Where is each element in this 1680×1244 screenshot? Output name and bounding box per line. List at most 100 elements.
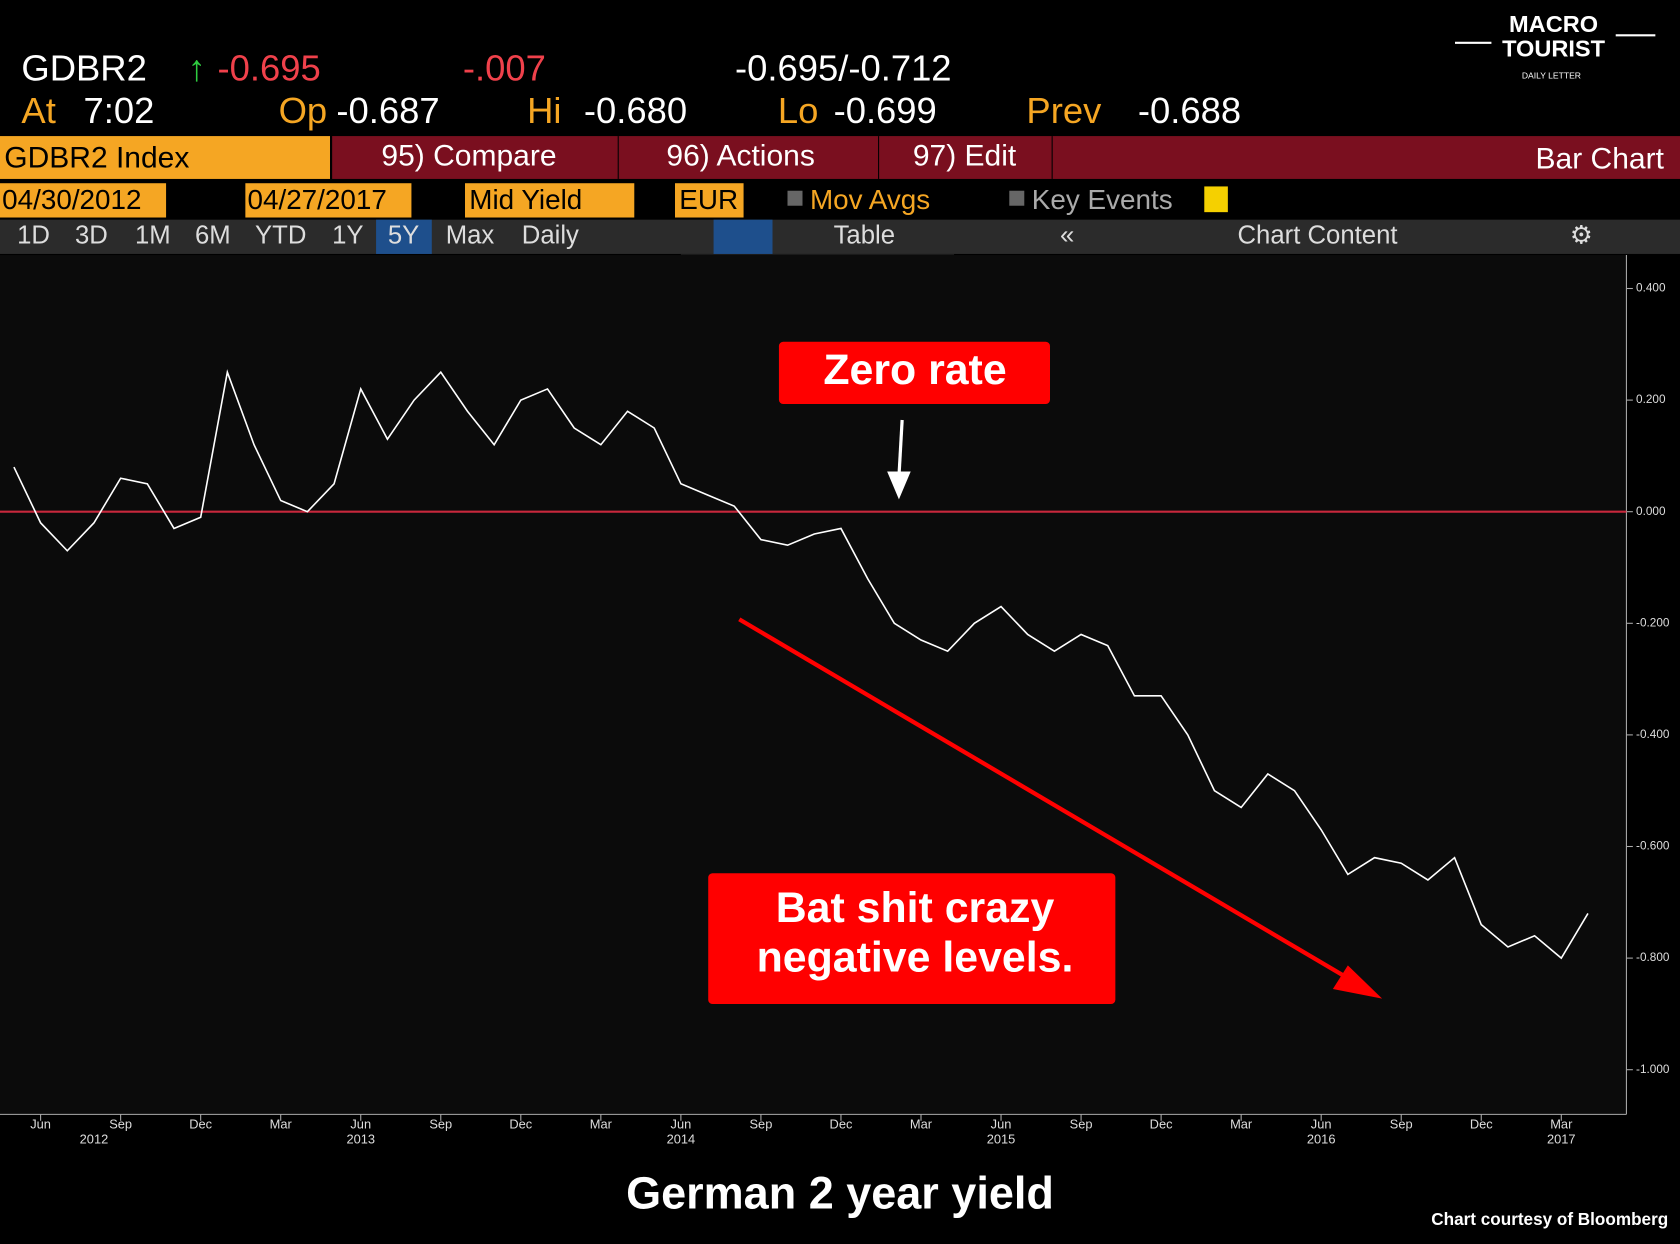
mov-avgs[interactable]: Mov Avgs [810,184,930,215]
lo: -0.699 [834,90,937,131]
x-tick-label: Jun [991,1116,1012,1131]
op-label: Op [279,90,328,131]
x-year-label: 2013 [346,1131,375,1146]
x-tick-label: Mar [270,1116,293,1131]
credit: Chart courtesy of Bloomberg [1431,1209,1668,1229]
edit-button[interactable]: 97) Edit [913,139,1017,172]
chart: 0.400 0.200 0.000 -0.200 -0.400 -0.600 -0.800 -… [0,282,1670,1146]
x-year-label: 2014 [667,1131,696,1146]
logo-text: DAILY LETTER [1522,70,1581,80]
settings-button[interactable]: ⚙ [1570,222,1593,250]
chart-kind: Bar Chart [1536,143,1665,176]
logo-text: MACRO [1509,11,1598,37]
prev-label: Prev [1026,90,1102,131]
y-tick-label: -0.400 [1636,728,1670,741]
y-tick-label: -0.200 [1636,616,1670,629]
date-field[interactable] [0,183,167,218]
annotation: Bat shit crazy [776,884,1055,932]
period-button[interactable]: YTD [255,222,306,250]
y-tick-label: 0.200 [1636,393,1666,406]
op: -0.687 [336,90,439,131]
x-year-label: 2017 [1547,1131,1576,1146]
period-button[interactable]: Daily [522,222,579,250]
x-tick-label: Dec [509,1116,532,1131]
period-button[interactable]: 3D [75,222,108,250]
x-tick-label: Sep [109,1116,132,1131]
menu-bar [332,136,1680,179]
trend-arrow [738,617,1357,985]
currency[interactable]: EUR [679,184,738,215]
field-select[interactable] [465,183,635,218]
key-events[interactable]: Key Events [1032,184,1173,215]
security-box[interactable] [0,136,330,179]
annotation-box [778,341,1050,404]
lo-label: Lo [778,90,818,131]
at-label: At [21,90,55,131]
x-tick-label: Jun [1311,1116,1332,1131]
selected-tool [713,219,773,254]
x-tick-label: Jun [30,1116,51,1131]
checkbox[interactable] [787,190,803,206]
annotation-box [708,873,1116,1004]
y-tick-label: -0.800 [1636,951,1670,964]
up-arrow: ↑ [188,47,206,88]
toolbar: GDBR2 Index 95) Compare 96) Actions 97) … [0,136,1680,275]
bid-ask: -0.695/-0.712 [735,47,952,88]
x-tick-label: Jun [671,1116,692,1131]
currency-select[interactable] [675,183,744,218]
x-tick-label: Dec [1150,1116,1173,1131]
info-icon[interactable] [1204,186,1228,213]
period-button[interactable]: Max [446,222,495,250]
logo: MACRO TOURIST DAILY LETTER [1455,11,1656,80]
chart-content-button[interactable]: Chart Content [1238,222,1398,250]
period-bar [0,219,1680,254]
arrow-head [1332,965,1383,999]
y-tick-label: -0.600 [1636,840,1670,853]
ticker: GDBR2 [21,47,146,88]
annotation: Zero rate [823,346,1006,394]
actions-button[interactable]: 96) Actions [666,139,814,172]
last-price: -0.695 [218,47,321,88]
x-tick-label: Mar [1550,1116,1573,1131]
hi: -0.680 [584,90,687,131]
x-tick-label: Mar [910,1116,933,1131]
compare-button[interactable]: 95) Compare [381,139,556,172]
security[interactable]: GDBR2 Index [4,142,189,175]
quote-header: GDBR2 ↑ -0.695 -.007 -0.695/-0.712 At 7:… [21,47,1241,131]
hi-label: Hi [527,90,561,131]
collapse-button[interactable]: « [1060,222,1074,250]
prev: -0.688 [1138,90,1241,131]
start-date[interactable]: 04/30/2012 [2,184,141,215]
period-button[interactable]: 1Y [332,222,363,250]
annotation: negative levels. [757,933,1074,981]
arrow-head [887,471,911,500]
period-button[interactable]: 5Y [388,222,419,250]
x-tick-label: Dec [189,1116,212,1131]
logo-text: TOURIST [1502,36,1606,62]
y-tick-label: -1.000 [1636,1063,1670,1076]
period-button[interactable]: 6M [195,222,231,250]
y-tick-label: 0.400 [1636,282,1666,295]
x-tick-label: Dec [830,1116,853,1131]
annotations: Zero rate Bat shit crazy negative levels… [708,341,1383,1004]
checkbox[interactable] [1009,190,1025,206]
chart-title: German 2 year yield [626,1168,1054,1219]
date-field[interactable] [245,183,412,218]
x-tick-label: Mar [1230,1116,1253,1131]
arrow [897,419,904,477]
period-button[interactable]: 1M [135,222,171,250]
x-tick-label: Sep [1390,1116,1413,1131]
at-time: 7:02 [84,90,155,131]
x-tick-label: Sep [749,1116,772,1131]
period-button[interactable]: 1D [17,222,50,250]
selected-period [376,219,432,254]
end-date[interactable]: 04/27/2017 [248,184,387,215]
x-tick-label: Mar [590,1116,613,1131]
field[interactable]: Mid Yield [469,184,582,215]
change: -.007 [463,47,546,88]
y-tick-label: 0.000 [1636,505,1666,518]
table-button[interactable]: Table [834,222,895,250]
x-year-label: 2016 [1307,1131,1336,1146]
x-year-label: 2015 [987,1131,1016,1146]
